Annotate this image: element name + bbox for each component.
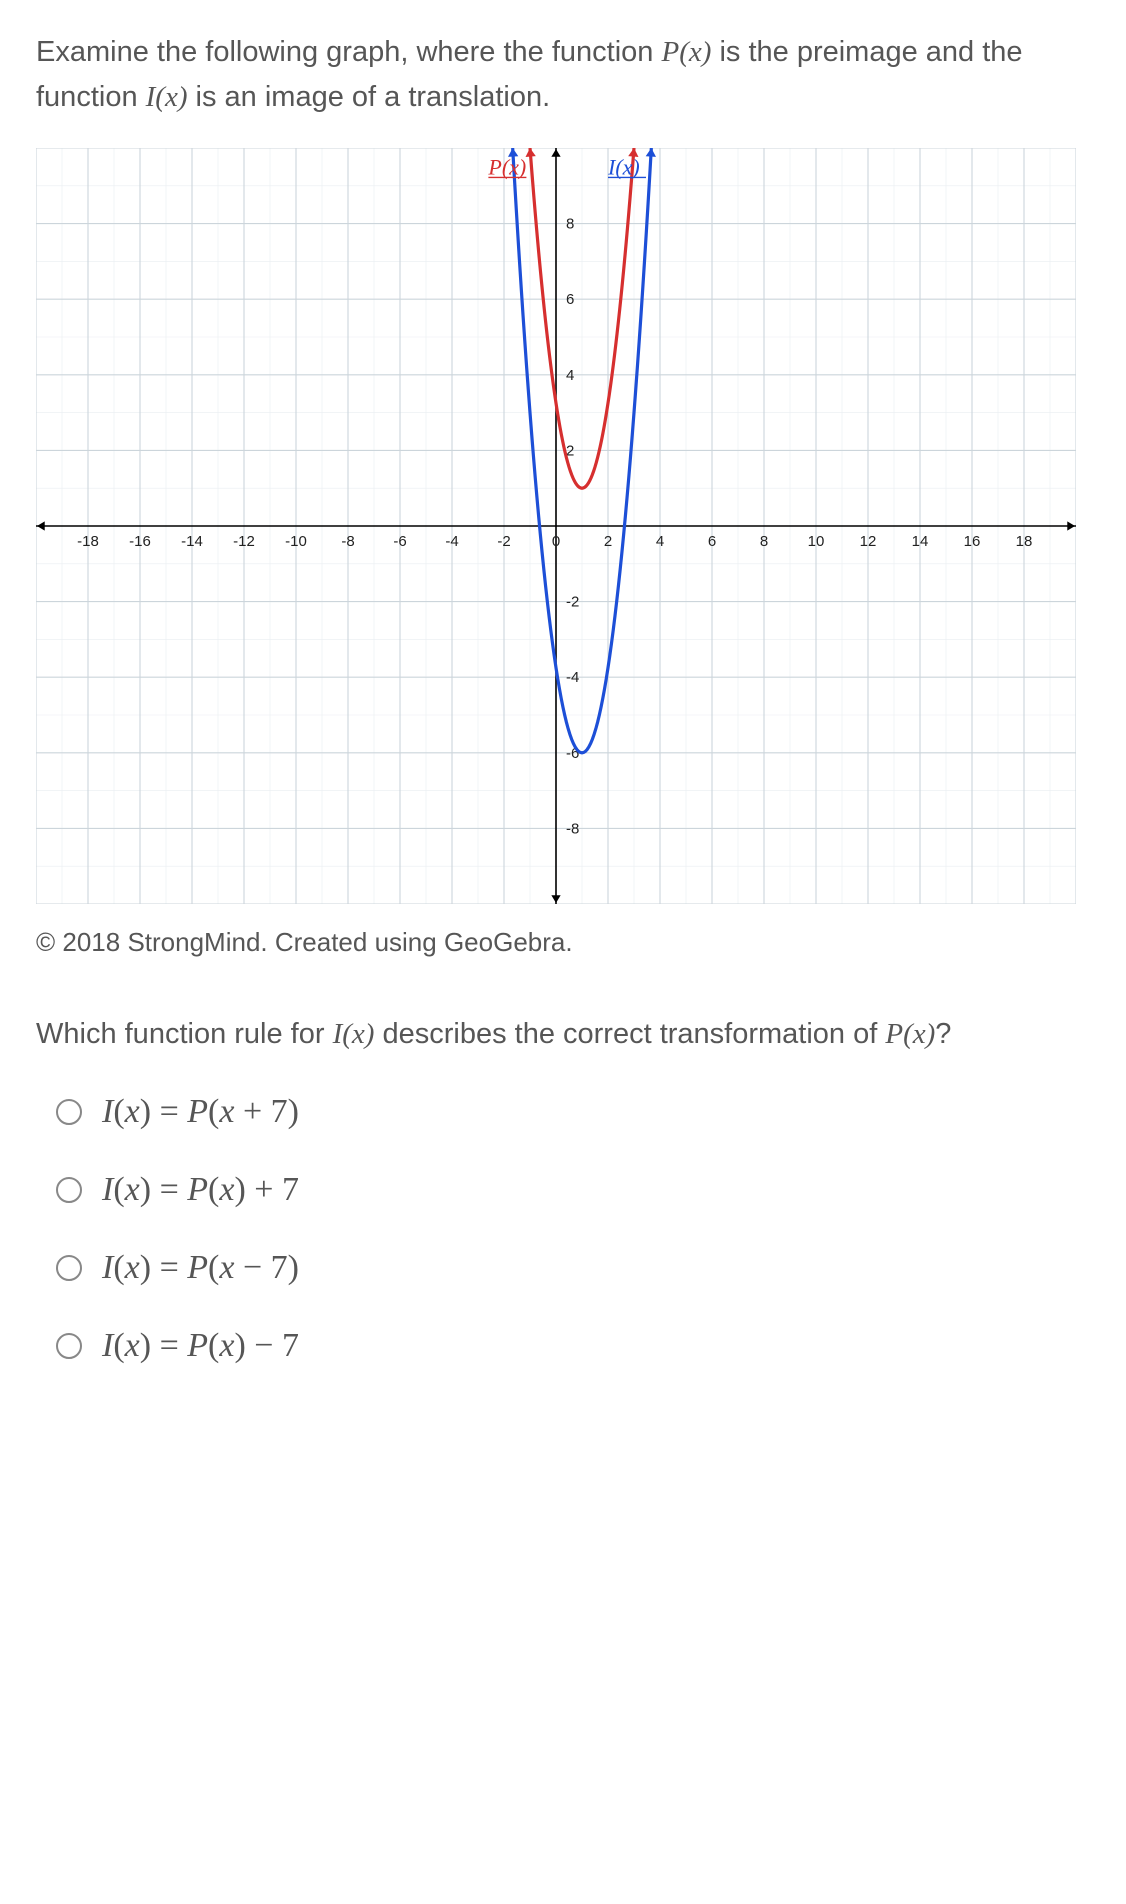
svg-text:-2: -2 xyxy=(497,533,510,550)
svg-text:10: 10 xyxy=(808,533,825,550)
question-post: ? xyxy=(935,1018,951,1050)
svg-text:4: 4 xyxy=(656,533,664,550)
answer-options: I(x) = P(x + 7) I(x) = P(x) + 7 I(x) = P(x… xyxy=(56,1093,1090,1365)
option-label: I(x) = P(x − 7) xyxy=(102,1249,299,1287)
option-label: I(x) = P(x + 7) xyxy=(102,1093,299,1131)
svg-text:-8: -8 xyxy=(341,533,354,550)
prompt-pre: Examine the following graph, where the f… xyxy=(36,36,661,68)
svg-text:0: 0 xyxy=(552,533,560,550)
svg-text:I(x): I(x) xyxy=(607,154,640,179)
radio-button[interactable] xyxy=(56,1333,82,1359)
answer-option-4[interactable]: I(x) = P(x) − 7 xyxy=(56,1327,1090,1365)
svg-text:8: 8 xyxy=(566,215,574,232)
question-text: Which function rule for I(x) describes t… xyxy=(36,1012,1090,1057)
svg-text:18: 18 xyxy=(1016,533,1033,550)
svg-text:-2: -2 xyxy=(566,593,579,610)
question-mid: describes the correct transformation of xyxy=(374,1018,885,1050)
svg-text:-12: -12 xyxy=(233,533,255,550)
radio-button[interactable] xyxy=(56,1177,82,1203)
prompt-fn-i: I(x) xyxy=(146,81,188,113)
svg-text:-6: -6 xyxy=(393,533,406,550)
svg-text:-10: -10 xyxy=(285,533,307,550)
svg-text:-14: -14 xyxy=(181,533,203,550)
svg-text:-4: -4 xyxy=(445,533,458,550)
answer-option-3[interactable]: I(x) = P(x − 7) xyxy=(56,1249,1090,1287)
radio-button[interactable] xyxy=(56,1255,82,1281)
question-pre: Which function rule for xyxy=(36,1018,333,1050)
answer-option-2[interactable]: I(x) = P(x) + 7 xyxy=(56,1171,1090,1209)
question-fn-i: I(x) xyxy=(333,1018,375,1050)
svg-text:8: 8 xyxy=(760,533,768,550)
chart-caption: © 2018 StrongMind. Created using GeoGebr… xyxy=(36,927,1090,958)
svg-text:-18: -18 xyxy=(77,533,99,550)
svg-text:-8: -8 xyxy=(566,820,579,837)
prompt-text: Examine the following graph, where the f… xyxy=(36,30,1090,120)
answer-option-1[interactable]: I(x) = P(x + 7) xyxy=(56,1093,1090,1131)
svg-text:-16: -16 xyxy=(129,533,151,550)
svg-text:16: 16 xyxy=(964,533,981,550)
svg-text:4: 4 xyxy=(566,367,574,384)
svg-text:6: 6 xyxy=(708,533,716,550)
svg-text:6: 6 xyxy=(566,291,574,308)
prompt-fn-p: P(x) xyxy=(661,36,711,68)
translation-graph: -18 -16 -14 -12 -10 -8 -6 -4 -2 0 2 4 6 8 10 12 14 16 18 -8… xyxy=(36,148,1076,904)
option-label: I(x) = P(x) + 7 xyxy=(102,1171,299,1209)
svg-text:12: 12 xyxy=(860,533,877,550)
chart-container: -18 -16 -14 -12 -10 -8 -6 -4 -2 0 2 4 6 8 10 12 14 16 18 -8… xyxy=(36,148,1090,909)
svg-text:-4: -4 xyxy=(566,669,579,686)
radio-button[interactable] xyxy=(56,1099,82,1125)
prompt-post: is an image of a translation. xyxy=(187,81,550,113)
svg-text:2: 2 xyxy=(604,533,612,550)
option-label: I(x) = P(x) − 7 xyxy=(102,1327,299,1365)
svg-text:P(x): P(x) xyxy=(487,154,526,179)
svg-text:14: 14 xyxy=(912,533,929,550)
question-fn-p: P(x) xyxy=(885,1018,935,1050)
